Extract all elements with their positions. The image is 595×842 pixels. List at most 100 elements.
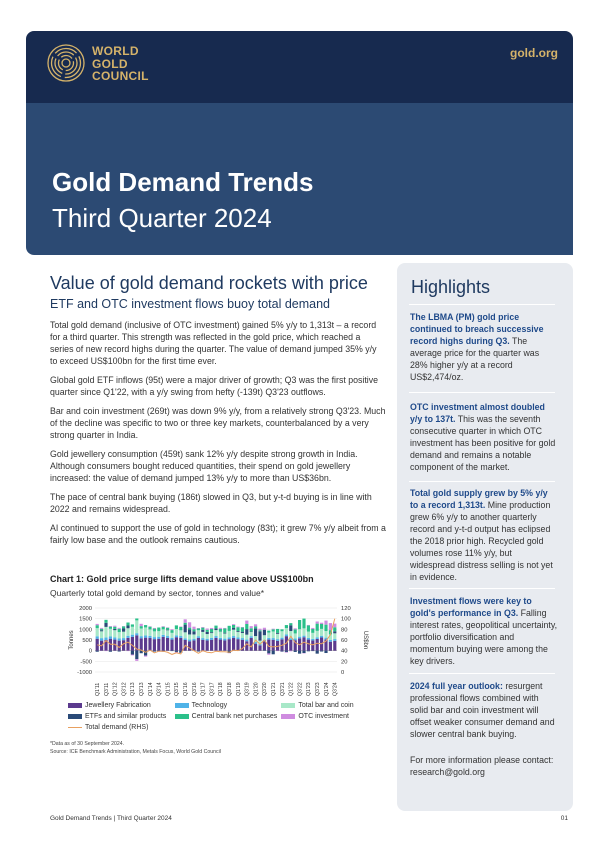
contact-info: For more information please contact: res… bbox=[410, 755, 554, 777]
bar-segment bbox=[100, 628, 104, 631]
bar-segment bbox=[161, 636, 165, 651]
bar-segment bbox=[95, 628, 99, 637]
bar-segment bbox=[148, 637, 152, 651]
x-tick-label: Q3'23 bbox=[315, 682, 321, 696]
y2-tick-label: 40 bbox=[341, 649, 347, 655]
bar-segment bbox=[126, 635, 130, 638]
bar-segment bbox=[315, 623, 319, 631]
bar-segment bbox=[262, 629, 266, 636]
bar-segment bbox=[161, 629, 165, 635]
highlight-item: The LBMA (PM) gold price continued to br… bbox=[410, 312, 544, 382]
divider bbox=[409, 304, 555, 305]
bar-segment bbox=[328, 641, 332, 651]
bar-segment bbox=[324, 639, 328, 651]
bar-segment bbox=[223, 632, 227, 634]
bar-segment bbox=[284, 651, 288, 653]
bar-segment bbox=[320, 635, 324, 638]
bar-segment bbox=[130, 650, 134, 655]
bar-segment bbox=[232, 637, 236, 651]
bar-segment bbox=[315, 630, 319, 638]
x-tick-label: Q1'12 bbox=[113, 682, 119, 696]
bar-segment bbox=[152, 639, 156, 651]
bar-segment bbox=[271, 631, 275, 639]
total-demand-line bbox=[97, 618, 336, 655]
bar-segment bbox=[122, 628, 126, 632]
bar-segment bbox=[183, 622, 187, 625]
chart-legend: Jewellery Fabrication Technology Total b… bbox=[68, 700, 388, 733]
bar-segment bbox=[254, 642, 258, 644]
bar-segment bbox=[135, 618, 139, 621]
site-link[interactable]: gold.org bbox=[510, 46, 558, 60]
bar-segment bbox=[192, 640, 196, 651]
bar-segment bbox=[122, 638, 126, 641]
bar-segment bbox=[188, 641, 192, 651]
bar-segment bbox=[289, 625, 293, 632]
page-title: Gold Demand Trends bbox=[52, 167, 314, 197]
bar-segment bbox=[284, 650, 288, 652]
x-tick-label: Q1'17 bbox=[201, 682, 207, 696]
bar-segment bbox=[179, 637, 183, 651]
bar-segment bbox=[306, 639, 310, 651]
bar-segment bbox=[298, 636, 302, 639]
footer-title: Gold Demand Trends | Third Quarter 2024 bbox=[50, 815, 172, 822]
bar-segment bbox=[240, 627, 244, 632]
bar-segment bbox=[161, 626, 165, 630]
y-tick-label: 1500 bbox=[79, 617, 92, 623]
bar-segment bbox=[179, 650, 183, 653]
bar-segment bbox=[205, 638, 209, 641]
y-tick-label: 500 bbox=[82, 638, 92, 644]
x-tick-label: Q3'24 bbox=[333, 682, 339, 696]
bar-segment bbox=[306, 625, 310, 632]
bar-segment bbox=[157, 631, 161, 637]
bar-segment bbox=[276, 640, 280, 651]
bar-segment bbox=[130, 624, 134, 627]
bar-segment bbox=[95, 623, 99, 626]
y2-tick-label: 0 bbox=[341, 670, 344, 676]
bar-segment bbox=[328, 634, 332, 640]
bar-segment bbox=[293, 628, 297, 630]
bar-segment bbox=[249, 626, 253, 629]
bar-segment bbox=[188, 627, 192, 630]
divider bbox=[409, 588, 555, 589]
bar-segment bbox=[148, 626, 152, 630]
x-tick-label: Q1'14 bbox=[148, 682, 154, 696]
bar-segment bbox=[139, 626, 143, 629]
bar-segment bbox=[205, 628, 209, 630]
bar-segment bbox=[328, 639, 332, 642]
bar-segment bbox=[174, 625, 178, 630]
bar-segment bbox=[289, 650, 293, 652]
bar-segment bbox=[130, 634, 134, 637]
bar-segment bbox=[170, 630, 174, 633]
bar-segment bbox=[280, 629, 284, 632]
bar-segment bbox=[188, 634, 192, 640]
bar-segment bbox=[289, 631, 293, 639]
bar-segment bbox=[214, 628, 218, 631]
bar-segment bbox=[170, 632, 174, 638]
x-tick-label: Q1'11 bbox=[95, 683, 101, 696]
bar-segment bbox=[95, 638, 99, 651]
legend-item: OTC investment bbox=[281, 713, 388, 720]
legend-item: Technology bbox=[174, 702, 282, 709]
bar-segment bbox=[205, 640, 209, 651]
bar-segment bbox=[144, 655, 148, 657]
bar-segment bbox=[245, 639, 249, 642]
bar-segment bbox=[284, 628, 288, 635]
y-tick-label: 2000 bbox=[79, 606, 92, 612]
bar-segment bbox=[152, 628, 156, 632]
bar-segment bbox=[205, 631, 209, 635]
x-tick-label: Q1'20 bbox=[253, 682, 259, 696]
bar-segment bbox=[276, 632, 280, 634]
bar-segment bbox=[201, 638, 205, 640]
bar-segment bbox=[320, 624, 324, 629]
bar-segment bbox=[333, 639, 337, 641]
bar-segment bbox=[201, 627, 205, 630]
bar-segment bbox=[306, 631, 310, 638]
bar-segment bbox=[174, 635, 178, 638]
x-tick-label: Q1'24 bbox=[324, 682, 330, 696]
highlight-item: Investment flows were key to gold's perf… bbox=[410, 596, 558, 666]
page-subtitle: Third Quarter 2024 bbox=[52, 203, 272, 233]
bar-segment bbox=[161, 634, 165, 637]
bar-segment bbox=[218, 628, 222, 632]
bar-segment bbox=[333, 627, 337, 632]
bar-segment bbox=[311, 629, 315, 633]
